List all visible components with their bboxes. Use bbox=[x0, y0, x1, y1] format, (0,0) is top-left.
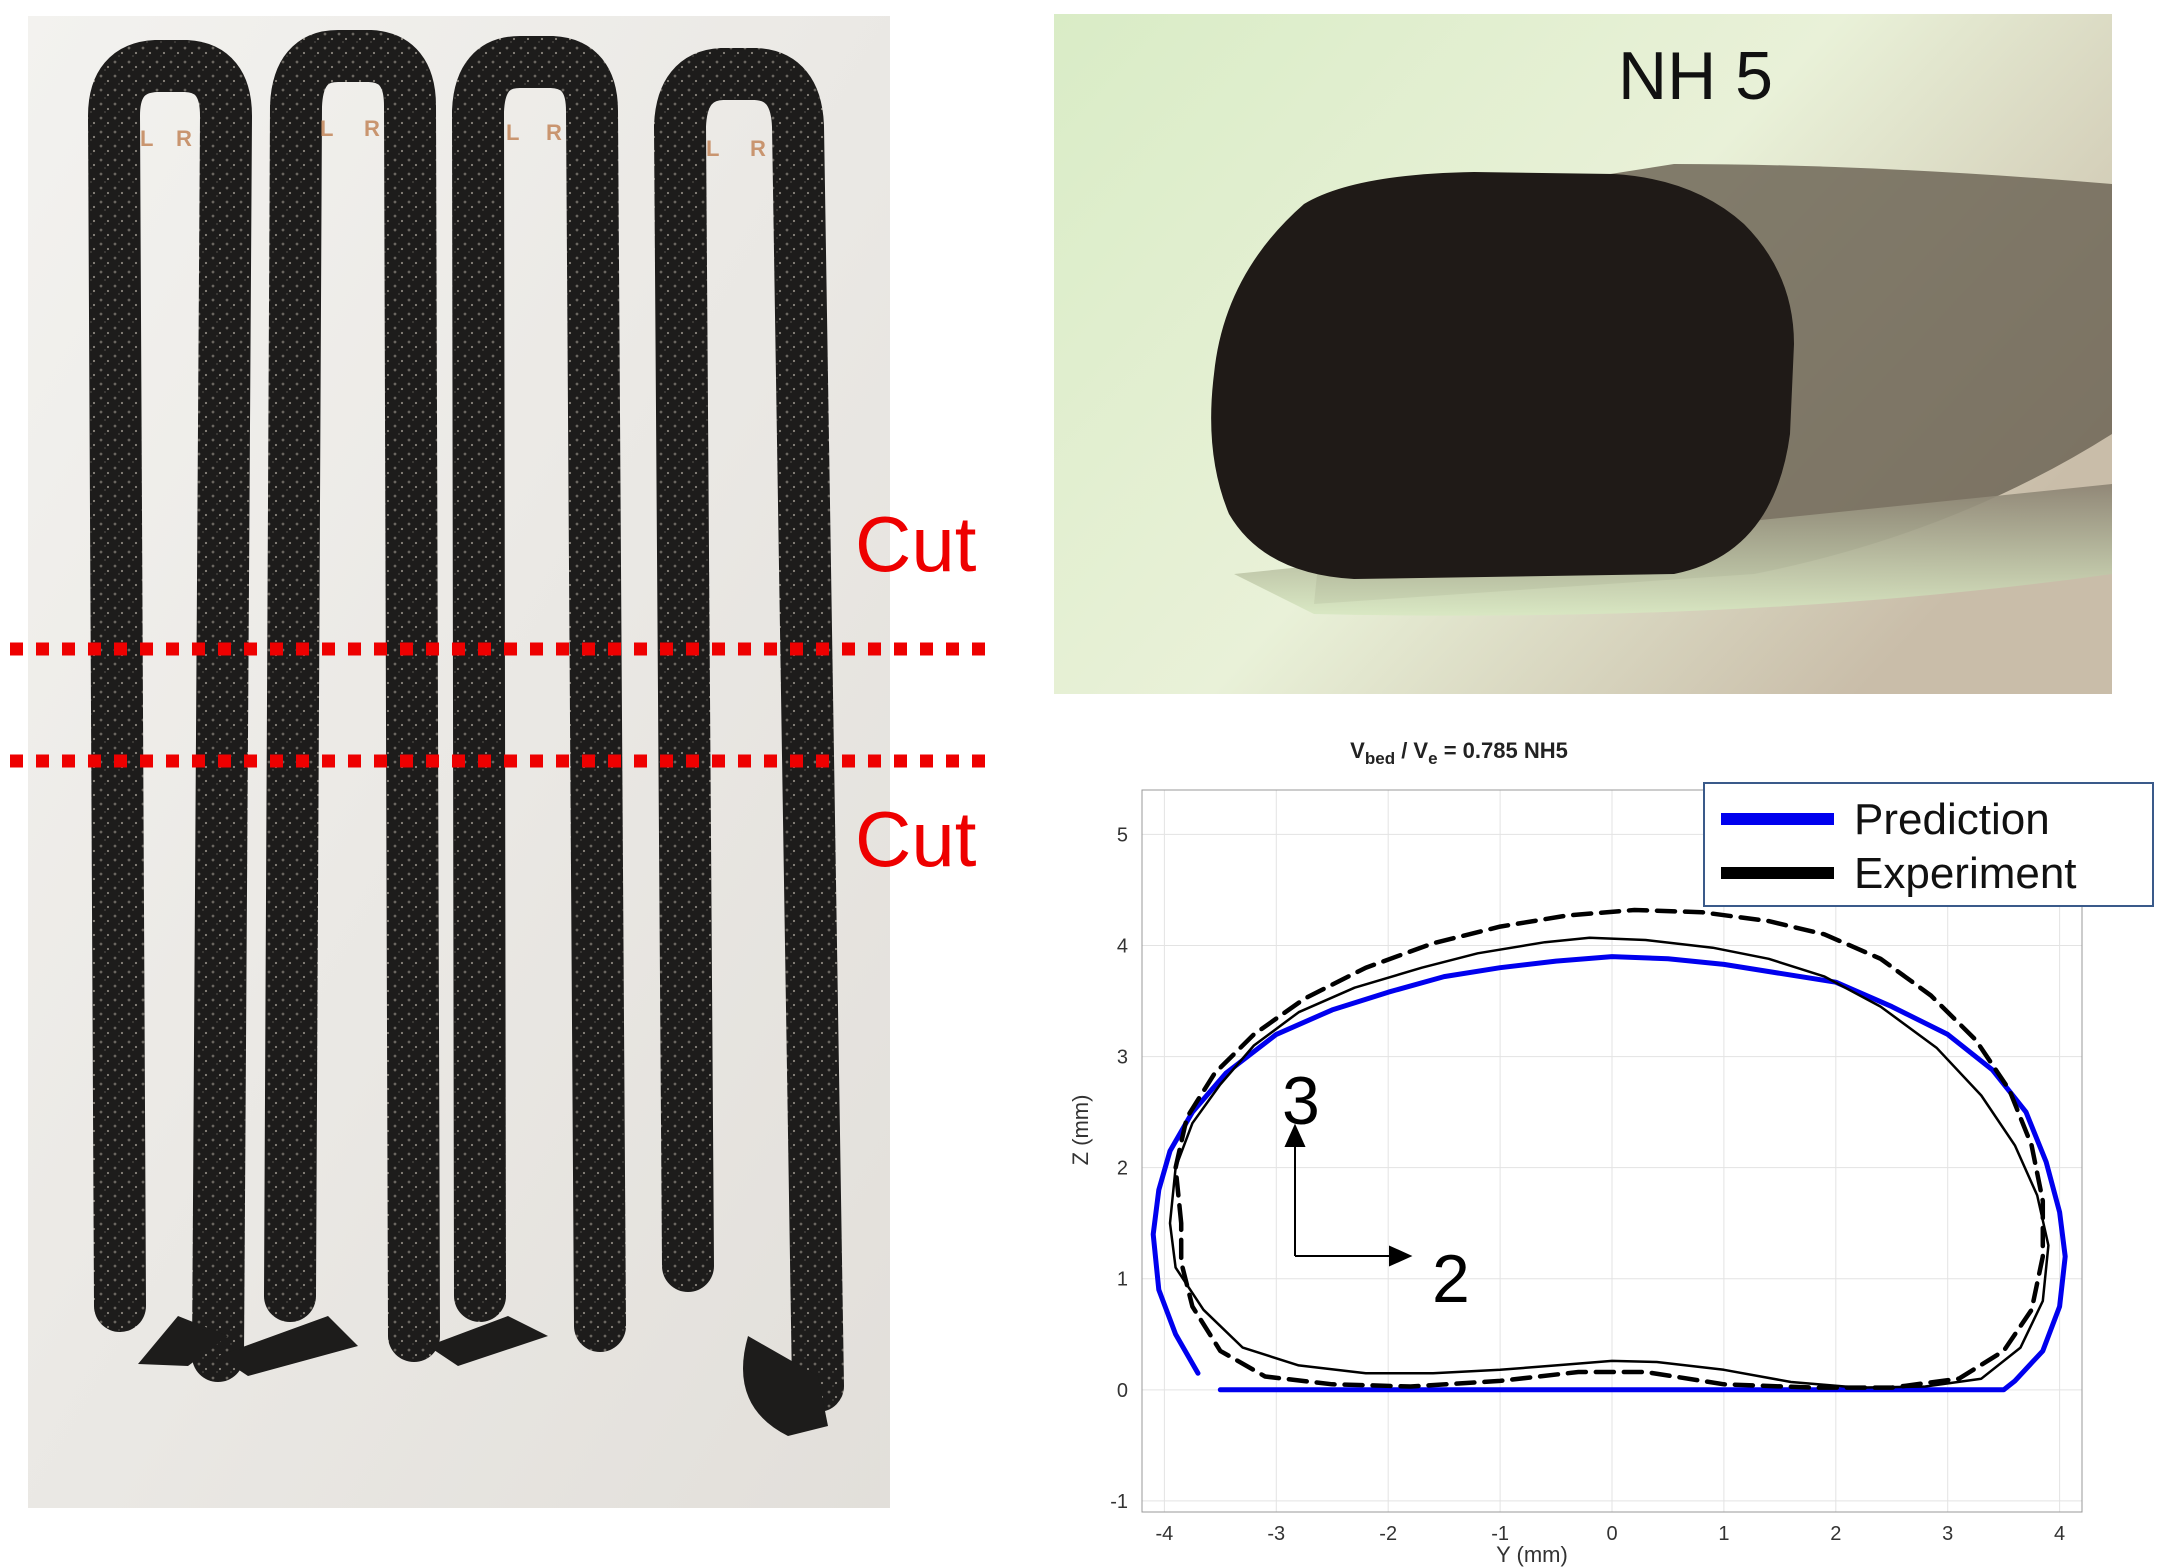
x-tick-label: 2 bbox=[1830, 1523, 1841, 1545]
x-tick-label: 0 bbox=[1606, 1523, 1617, 1545]
series-line-experiment-trace bbox=[1168, 936, 2050, 1389]
y-tick-label: 0 bbox=[1117, 1380, 1128, 1402]
specimen-label: NH 5 bbox=[1618, 38, 1773, 114]
y-tick-label: -1 bbox=[1110, 1491, 1128, 1513]
series-layer bbox=[1150, 907, 2068, 1393]
y-tick-label: 5 bbox=[1117, 824, 1128, 846]
axis-2-label: 2 bbox=[1432, 1241, 1470, 1317]
legend-label-experiment: Experiment bbox=[1854, 849, 2077, 898]
strand-label: L bbox=[320, 116, 333, 141]
strand-label: R bbox=[750, 136, 766, 161]
cut-label-bottom: Cut bbox=[855, 795, 977, 883]
x-tick-label: -4 bbox=[1155, 1523, 1173, 1545]
x-tick-label: -1 bbox=[1491, 1523, 1509, 1545]
y-tick-label: 3 bbox=[1117, 1047, 1128, 1069]
strand-3 bbox=[452, 36, 626, 1352]
arrow-up-head bbox=[1284, 1123, 1306, 1147]
x-tick-label: 1 bbox=[1718, 1523, 1729, 1545]
strand-label: R bbox=[364, 116, 380, 141]
strand-label: R bbox=[176, 126, 192, 151]
y-axis-label: Z (mm) bbox=[1068, 1095, 1093, 1166]
legend: Prediction Experiment bbox=[1703, 782, 2154, 907]
arrow-right-head bbox=[1389, 1245, 1413, 1267]
cut-lines bbox=[10, 642, 995, 768]
x-tick-label: -3 bbox=[1267, 1523, 1285, 1545]
specimen-strands bbox=[88, 30, 844, 1412]
legend-label-prediction: Prediction bbox=[1854, 795, 2050, 844]
y-tick-label: 1 bbox=[1117, 1269, 1128, 1291]
y-tick-label: 2 bbox=[1117, 1158, 1128, 1180]
x-tick-label: -2 bbox=[1379, 1523, 1397, 1545]
y-tick-label: 4 bbox=[1117, 936, 1128, 958]
strand-label: R bbox=[546, 120, 562, 145]
strand-label: L bbox=[706, 136, 719, 161]
strand-2 bbox=[264, 30, 440, 1362]
strand-label: L bbox=[506, 120, 519, 145]
orientation-arrows bbox=[1284, 1123, 1413, 1267]
strand-tails bbox=[138, 1316, 828, 1436]
legend-box bbox=[1703, 782, 2154, 907]
cut-label-top: Cut bbox=[855, 500, 977, 588]
x-tick-label: 4 bbox=[2054, 1523, 2065, 1545]
x-tick-label: 3 bbox=[1942, 1523, 1953, 1545]
cross-section-chart: Vbed / Ve = 0.785 NH5 -4 -3 -2 -1 0 1 2 3 4 -1 0 1 2… bbox=[1068, 738, 2154, 1567]
series-line-experiment bbox=[1173, 907, 2046, 1390]
strand-labels: L R L R L R L R bbox=[140, 116, 766, 161]
strand-1 bbox=[88, 40, 252, 1382]
chart-title: Vbed / Ve = 0.785 NH5 bbox=[1350, 738, 1568, 768]
strand-label: L bbox=[140, 126, 153, 151]
axis-3-label: 3 bbox=[1282, 1063, 1320, 1139]
strand-4 bbox=[654, 48, 844, 1412]
plot-frame bbox=[1141, 789, 2083, 1513]
x-axis-label: Y (mm) bbox=[1496, 1542, 1568, 1567]
tick-labels: -4 -3 -2 -1 0 1 2 3 4 -1 0 1 2 3 4 5 bbox=[1110, 824, 2065, 1545]
cross-section-face bbox=[1211, 172, 1794, 579]
cross-section-photo bbox=[1054, 14, 2112, 694]
